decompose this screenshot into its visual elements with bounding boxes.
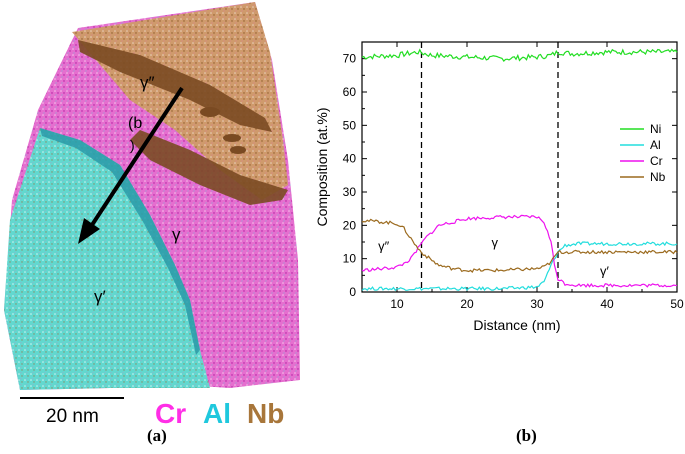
label-b-reference: (b: [128, 115, 142, 132]
plot-frame: [361, 41, 678, 293]
x-tick-label: 20: [460, 297, 474, 311]
y-axis-label: Composition (at.%): [314, 107, 330, 226]
phase-annotation: γ: [492, 235, 499, 250]
series-line-nb: [361, 218, 678, 273]
y-tick-label: 30: [343, 185, 357, 199]
profile-arrow-shaft: [88, 86, 184, 230]
precipitate-edge-top: [78, 40, 272, 132]
series-line-ni: [361, 48, 678, 63]
y-tick-label: 20: [343, 218, 357, 232]
x-tick-label: 10: [390, 297, 404, 311]
phase-annotation: γ″: [378, 238, 390, 253]
y-tick-label: 40: [343, 152, 357, 166]
precipitate-blob: [200, 107, 220, 117]
legend-label-nb: Nb: [650, 170, 666, 184]
series-line-al: [361, 241, 678, 292]
gamma-prime-region: [4, 128, 210, 390]
phase-annotation: γ′: [600, 263, 610, 278]
composition-profile-chart: 0 10 20 30 40 50 60 70 10 20 30 40 50 γ″ γ γ′ Ni Al Cr Nb C…: [314, 41, 684, 333]
series-line-cr: [361, 214, 678, 288]
x-tick-label: 30: [530, 297, 544, 311]
profile-arrow-head: [78, 218, 100, 244]
scale-bar-label: 20 nm: [46, 406, 99, 427]
precipitate-edge-bottom: [130, 130, 288, 205]
y-tick-label: 60: [343, 85, 357, 99]
legend-al: Al: [203, 398, 231, 429]
x-tick-label: 40: [600, 297, 614, 311]
composition-profile-panel: 0 10 20 30 40 50 60 70 10 20 30 40 50 γ″ γ γ′ Ni Al Cr Nb C…: [300, 0, 685, 449]
x-axis-label: Distance (nm): [473, 317, 560, 333]
y-tick-label: 70: [343, 52, 357, 66]
precipitate-blob: [223, 134, 241, 142]
legend-label-ni: Ni: [650, 122, 661, 136]
precipitate-blob: [230, 146, 246, 154]
label-gamma: γ: [172, 225, 181, 244]
y-tick-label: 0: [349, 285, 356, 299]
label-gamma-double-prime: γ″: [140, 73, 155, 92]
legend-cr: Cr: [155, 398, 186, 429]
gamma-prime-interface: [40, 128, 200, 355]
legend-label-cr: Cr: [650, 154, 663, 168]
atom-probe-reconstruction-panel: γ″ (b ) γ γ′ 20 nm Cr Al Nb (a): [0, 0, 330, 449]
caption-b: (b): [516, 426, 537, 445]
y-tick-label: 10: [343, 252, 357, 266]
caption-a: (a): [147, 426, 167, 445]
y-tick-label: 50: [343, 118, 357, 132]
label-gamma-prime: γ′: [94, 287, 106, 306]
legend-nb: Nb: [247, 398, 284, 429]
x-tick-label: 50: [670, 297, 684, 311]
label-b-reference-close: ): [130, 137, 135, 153]
atom-probe-reconstruction: γ″ (b ) γ γ′ 20 nm Cr Al Nb: [4, 2, 300, 429]
legend-label-al: Al: [650, 138, 661, 152]
